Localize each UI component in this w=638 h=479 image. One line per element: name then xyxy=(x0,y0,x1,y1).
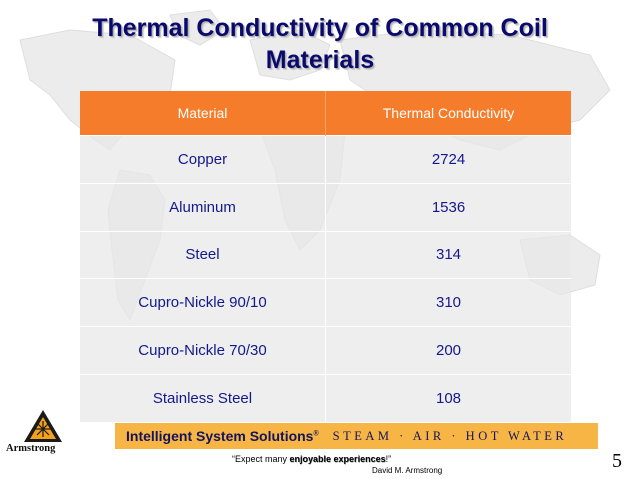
cell-material: Stainless Steel xyxy=(80,373,326,422)
quote-author: David M. Armstrong xyxy=(372,466,443,475)
table-row: Aluminum 1536 xyxy=(80,182,571,232)
banner-brand: Intelligent System Solutions® xyxy=(126,428,319,444)
cell-material: Cupro-Nickle 90/10 xyxy=(80,278,326,327)
footer-quote: “Expect many enjoyable experiences!” xyxy=(232,454,391,464)
armstrong-logo-icon xyxy=(24,410,62,442)
footer-banner: Intelligent System Solutions® STEAM · AI… xyxy=(115,423,598,449)
table-row: Cupro-Nickle 90/10 310 xyxy=(80,278,571,327)
table-row: Steel 314 xyxy=(80,230,571,279)
header-thermal-conductivity: Thermal Conductivity xyxy=(325,91,571,136)
banner-tagline: STEAM · AIR · HOT WATER xyxy=(332,428,568,443)
cell-conductivity: 2724 xyxy=(325,135,571,184)
slide-title-line-1: Thermal Conductivity of Common Coil xyxy=(92,14,548,42)
slide-title: Thermal Conductivity of Common Coil Mate… xyxy=(40,12,600,76)
quote-prefix: “Expect many xyxy=(232,454,290,464)
banner-brand-text: Intelligent System Solutions xyxy=(126,428,314,444)
table-row: Copper 2724 xyxy=(80,135,571,184)
table-row: Cupro-Nickle 70/30 200 xyxy=(80,326,571,375)
table-header-row: Material Thermal Conductivity xyxy=(80,91,571,136)
cell-material: Copper xyxy=(80,135,326,184)
armstrong-logo-text: Armstrong xyxy=(6,443,56,454)
cell-material: Steel xyxy=(80,230,326,279)
table-row: Stainless Steel 108 xyxy=(80,373,571,422)
cell-conductivity: 200 xyxy=(325,326,571,375)
cell-material: Aluminum xyxy=(80,182,326,232)
quote-suffix: !” xyxy=(385,454,392,464)
cell-material: Cupro-Nickle 70/30 xyxy=(80,326,326,375)
quote-emphasis: enjoyable experiences xyxy=(289,454,386,464)
cell-conductivity: 310 xyxy=(325,278,571,327)
slide-title-line-2: Materials xyxy=(265,46,375,74)
cell-conductivity: 108 xyxy=(325,373,571,422)
registered-mark: ® xyxy=(313,430,319,438)
conductivity-table: Material Thermal Conductivity Copper 272… xyxy=(80,91,571,422)
page-number: 5 xyxy=(612,450,622,472)
header-material: Material xyxy=(80,91,326,136)
cell-conductivity: 314 xyxy=(325,230,571,279)
cell-conductivity: 1536 xyxy=(325,182,571,232)
